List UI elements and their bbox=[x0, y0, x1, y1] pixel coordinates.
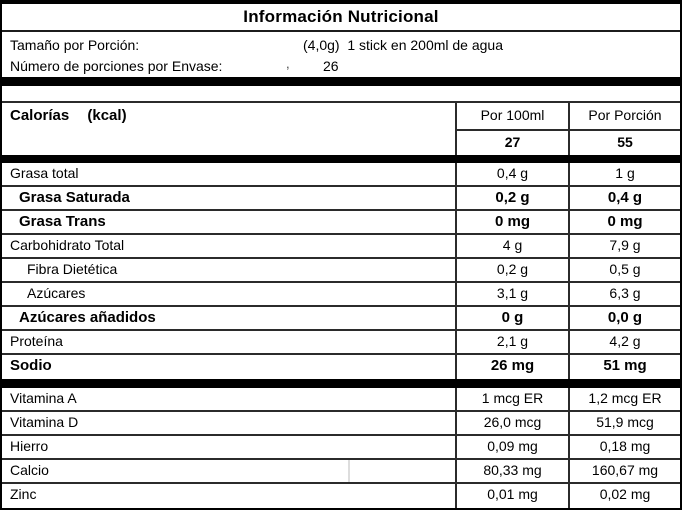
table-row-vitamina-d: Vitamina D 26,0 mcg 51,9 mcg bbox=[2, 412, 680, 436]
label-title: Información Nutricional bbox=[2, 4, 680, 32]
row-label: Vitamina A bbox=[2, 388, 457, 410]
table-row-fibra-dietetica: Fibra Dietética 0,2 g 0,5 g bbox=[2, 259, 680, 283]
row-label: Calcio bbox=[2, 460, 457, 482]
row-value-per-portion: 51,9 mcg bbox=[596, 414, 654, 430]
calories-value-per-100ml: 27 bbox=[457, 131, 570, 155]
table-row-carbohidrato-total: Carbohidrato Total 4 g 7,9 g bbox=[2, 235, 680, 259]
row-label: Azúcares bbox=[2, 283, 457, 305]
table-row-zinc: Zinc 0,01 mg 0,02 mg bbox=[2, 484, 680, 508]
table-row-azucares: Azúcares 3,1 g 6,3 g bbox=[2, 283, 680, 307]
row-label: Hierro bbox=[2, 436, 457, 458]
calories-unit: (kcal) bbox=[87, 107, 127, 124]
calories-label-cell: Calorías (kcal) bbox=[2, 103, 457, 155]
table-row-hierro: Hierro 0,09 mg 0,18 mg bbox=[2, 436, 680, 460]
row-value-per-portion: 1,2 mcg ER bbox=[588, 390, 662, 406]
row-label: Grasa Saturada bbox=[2, 187, 457, 209]
row-value-per-100ml: 1 mcg ER bbox=[457, 388, 570, 410]
row-value-per-portion: 0,4 g bbox=[607, 189, 643, 206]
table-row-sodio: Sodio 26 mg 51 mg bbox=[2, 355, 680, 379]
row-label: Grasa total bbox=[2, 163, 457, 185]
serving-info: Tamaño por Porción: (4,0g) 1 stick en 20… bbox=[2, 32, 680, 77]
table-row-azucares-anadidos: Azúcares añadidos 0 g 0,0 g bbox=[2, 307, 680, 331]
row-label: Sodio bbox=[2, 355, 457, 379]
row-value-per-portion: 1 g bbox=[615, 165, 635, 181]
row-label: Azúcares añadidos bbox=[2, 307, 457, 329]
servings-per-container-label: Número de porciones por Envase: bbox=[10, 58, 223, 74]
row-value-per-100ml: 4 g bbox=[457, 235, 570, 257]
section-divider-bar bbox=[2, 379, 680, 388]
row-value-per-portion: 0,02 mg bbox=[599, 486, 651, 502]
empty-spacer-row bbox=[2, 86, 680, 103]
row-value-per-portion: 7,9 g bbox=[609, 237, 641, 253]
row-value-per-100ml: 26 mg bbox=[457, 355, 570, 379]
column-header-per-portion: Por Porción bbox=[570, 103, 680, 131]
row-value-per-100ml: 0 g bbox=[457, 307, 570, 329]
serving-size-label: Tamaño por Porción: bbox=[10, 37, 140, 53]
row-label: Zinc bbox=[2, 484, 457, 508]
row-value-per-100ml: 2,1 g bbox=[457, 331, 570, 353]
row-value-per-portion: 0 mg bbox=[607, 213, 643, 230]
table-row-vitamina-a: Vitamina A 1 mcg ER 1,2 mcg ER bbox=[2, 388, 680, 412]
row-value-per-100ml: 0,2 g bbox=[457, 259, 570, 281]
servings-per-container-value: 26 bbox=[323, 58, 339, 74]
row-value-per-portion: 0,18 mg bbox=[599, 438, 651, 454]
row-value-per-portion: 0,5 g bbox=[609, 261, 641, 277]
row-value-per-100ml: 80,33 mg bbox=[457, 460, 570, 482]
table-row-proteina: Proteína 2,1 g 4,2 g bbox=[2, 331, 680, 355]
column-header-per-100ml: Por 100ml bbox=[457, 103, 570, 131]
scan-stray-mark: , bbox=[286, 56, 290, 71]
table-row-grasa-saturada: Grasa Saturada 0,2 g 0,4 g bbox=[2, 187, 680, 211]
row-value-per-100ml: 0,2 g bbox=[457, 187, 570, 209]
calories-value-per-portion: 55 bbox=[617, 134, 633, 150]
row-label: Vitamina D bbox=[2, 412, 457, 434]
calories-label: Calorías bbox=[10, 107, 70, 124]
section-divider-bar bbox=[2, 155, 680, 163]
row-label: Fibra Dietética bbox=[2, 259, 457, 281]
row-value-per-100ml: 0,01 mg bbox=[457, 484, 570, 508]
serving-size-value: (4,0g) 1 stick en 200ml de agua bbox=[303, 37, 504, 53]
row-label: Proteína bbox=[2, 331, 457, 353]
scan-artifact-line bbox=[348, 460, 350, 482]
row-value-per-portion: 6,3 g bbox=[609, 285, 641, 301]
table-row-grasa-trans: Grasa Trans 0 mg 0 mg bbox=[2, 211, 680, 235]
table-row-calcio: Calcio 80,33 mg 160,67 mg bbox=[2, 460, 680, 484]
row-value-per-portion: 160,67 mg bbox=[591, 462, 659, 478]
row-value-per-portion: 4,2 g bbox=[609, 333, 641, 349]
row-value-per-portion: 51 mg bbox=[603, 357, 647, 374]
row-label: Grasa Trans bbox=[2, 211, 457, 233]
row-value-per-100ml: 0 mg bbox=[457, 211, 570, 233]
row-value-per-100ml: 3,1 g bbox=[457, 283, 570, 305]
row-value-per-100ml: 0,09 mg bbox=[457, 436, 570, 458]
row-label: Carbohidrato Total bbox=[2, 235, 457, 257]
row-value-per-100ml: 26,0 mcg bbox=[457, 412, 570, 434]
section-divider-bar bbox=[2, 77, 680, 86]
table-row-grasa-total: Grasa total 0,4 g 1 g bbox=[2, 163, 680, 187]
row-value-per-portion: 0,0 g bbox=[607, 309, 643, 326]
calories-header: Calorías (kcal) Por 100ml Por Porción 27… bbox=[2, 103, 680, 155]
row-value-per-100ml: 0,4 g bbox=[457, 163, 570, 185]
